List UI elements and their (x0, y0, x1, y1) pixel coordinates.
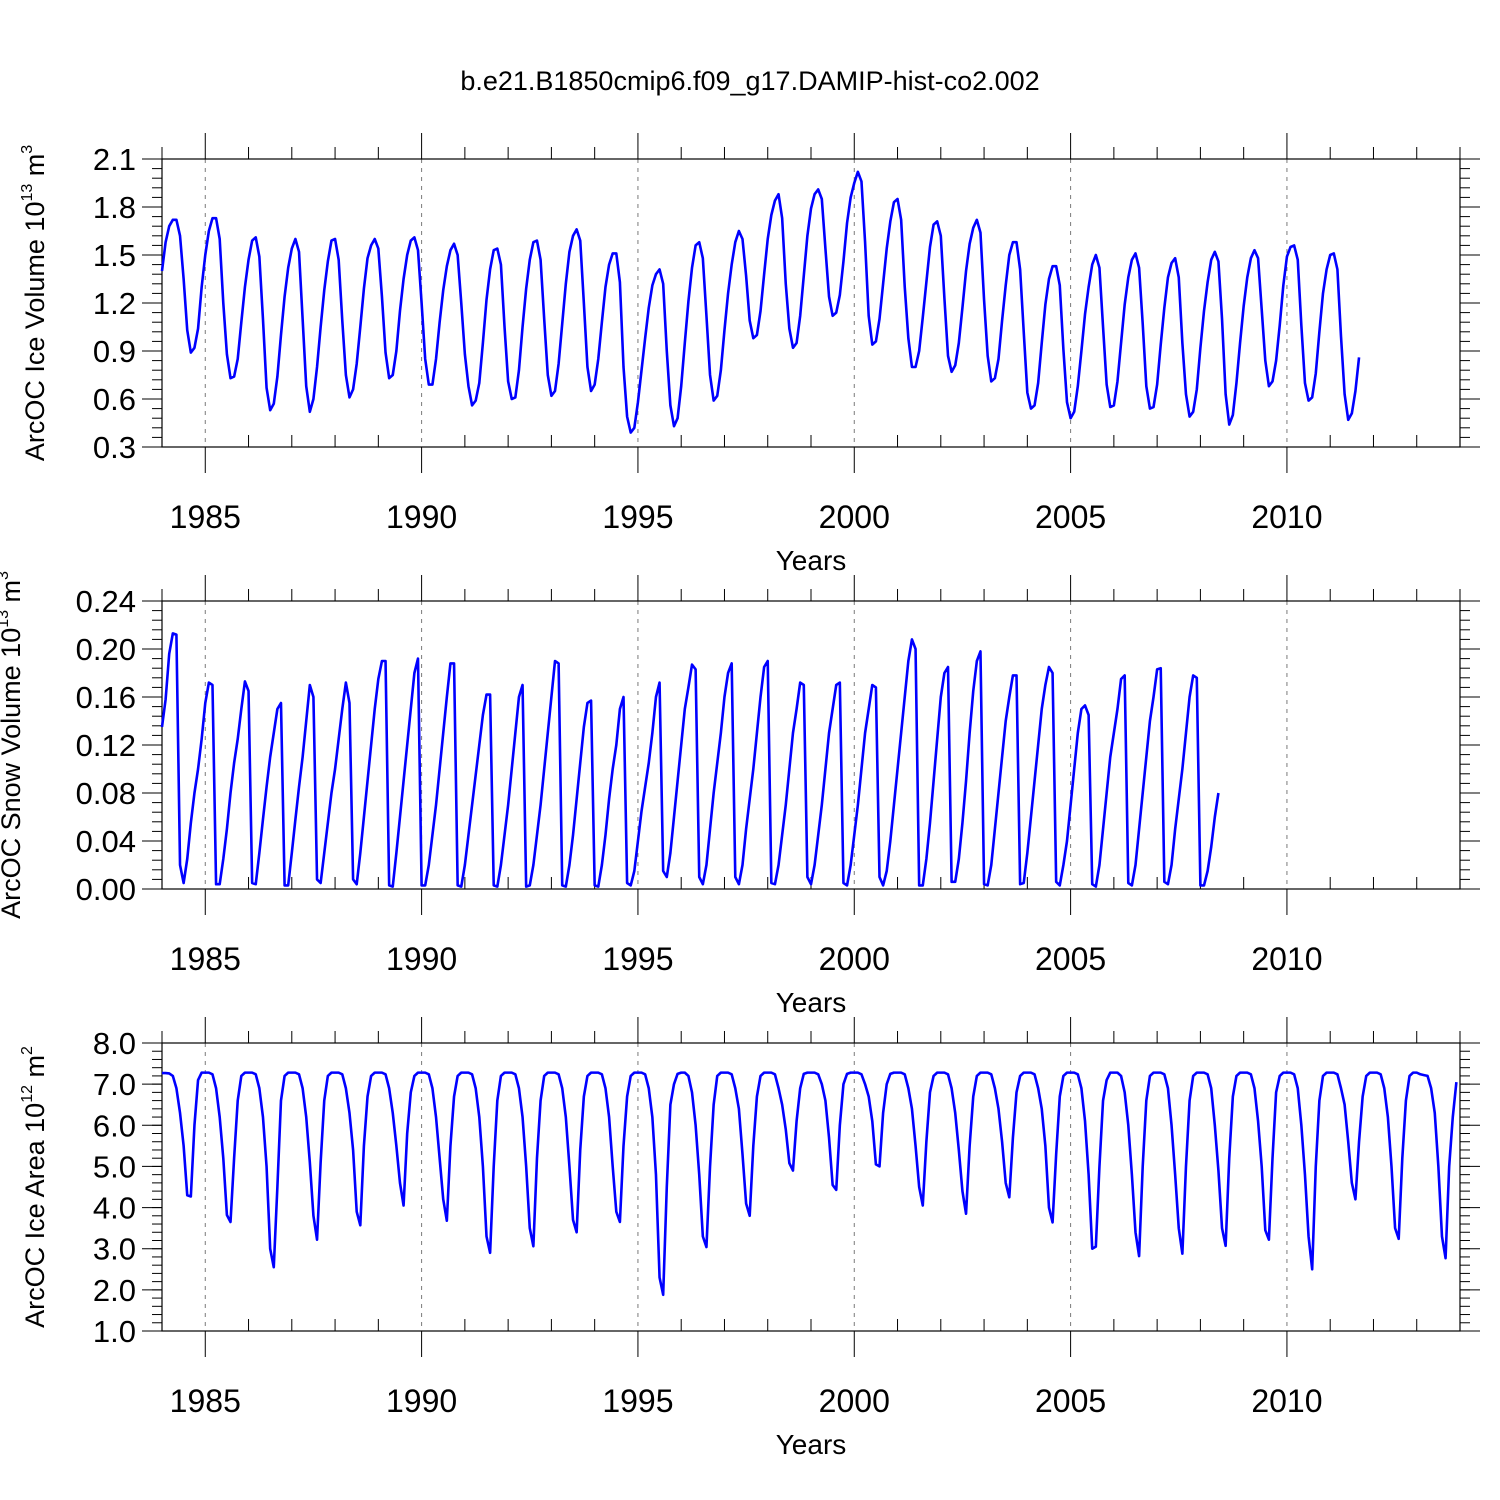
ice-area-series-line (162, 1071, 1458, 1297)
snow-volume-plot-frame (161, 600, 1461, 890)
ice-area-xtick-label: 2005 (1035, 1383, 1106, 1419)
ice-volume-xtick-label: 1985 (170, 499, 241, 535)
ice-volume-series-line (160, 170, 1361, 434)
ice-volume-ytick-label: 2.1 (93, 142, 136, 177)
ice-area-panel: ArcOC Ice Area 1012 m2 Years 1985 1990 199… (19, 1017, 1480, 1460)
snow-volume-xtick-label: 1990 (386, 941, 457, 977)
snow-volume-series-line (160, 632, 1220, 888)
ice-volume-xtick-label: 2005 (1035, 499, 1106, 535)
ice-volume-xtick-label: 2010 (1251, 499, 1322, 535)
snow-volume-xtick-label: 2000 (819, 941, 890, 977)
ice-area-xtick-label: 1990 (386, 1383, 457, 1419)
snow-volume-x-axis-label: Years (776, 987, 847, 1018)
ice-area-y-axis-label: ArcOC Ice Area 1012 m2 (19, 1046, 50, 1328)
snow-volume-ytick-label: 0.00 (76, 872, 136, 907)
ice-volume-plot-frame (161, 158, 1461, 448)
snow-volume-xtick-label: 1985 (170, 941, 241, 977)
ice-volume-ytick-label: 1.2 (93, 286, 136, 321)
snow-volume-ylabel-unit-exp: 3 (0, 571, 12, 580)
ice-area-ytick-label: 5.0 (93, 1149, 136, 1184)
ice-volume-y-axis-label: ArcOC Ice Volume 1013 m3 (19, 145, 50, 461)
ice-area-ylabel-exp: 12 (19, 1085, 36, 1103)
ice-area-xtick-label: 1995 (602, 1383, 673, 1419)
ice-volume-ytick-label: 0.6 (93, 382, 136, 417)
ice-area-xtick-label: 2000 (819, 1383, 890, 1419)
ice-volume-ylabel-unit: m (20, 154, 50, 184)
ice-volume-xtick-label: 1995 (602, 499, 673, 535)
ice-area-ytick-label: 4.0 (93, 1191, 136, 1226)
ice-area-ylabel-base: ArcOC Ice Area 10 (20, 1103, 50, 1328)
snow-volume-ylabel-base: ArcOC Snow Volume 10 (0, 628, 26, 919)
ice-volume-ytick-label: 1.8 (93, 190, 136, 225)
ice-area-ylabel-unit: m (20, 1055, 50, 1085)
snow-volume-xtick-label: 1995 (602, 941, 673, 977)
ice-area-x-axis-label: Years (776, 1429, 847, 1460)
ice-volume-ytick-label: 0.3 (93, 430, 136, 465)
figure-title: b.e21.B1850cmip6.f09_g17.DAMIP-hist-co2.… (460, 66, 1039, 96)
ice-volume-xtick-label: 2000 (819, 499, 890, 535)
ice-volume-ylabel-base: ArcOC Ice Volume 10 (20, 202, 50, 462)
snow-volume-ylabel-unit: m (0, 580, 26, 610)
ice-area-ytick-label: 6.0 (93, 1108, 136, 1143)
ice-volume-x-axis-label: Years (776, 545, 847, 576)
ice-area-ytick-label: 3.0 (93, 1232, 136, 1267)
ice-area-ytick-label: 7.0 (93, 1067, 136, 1102)
snow-volume-ytick-label: 0.12 (76, 728, 136, 763)
ice-area-ytick-label: 2.0 (93, 1273, 136, 1308)
snow-volume-ytick-label: 0.24 (76, 584, 136, 619)
snow-volume-xtick-label: 2010 (1251, 941, 1322, 977)
snow-volume-ylabel-exp: 13 (0, 610, 12, 628)
ice-volume-xtick-label: 1990 (386, 499, 457, 535)
snow-volume-ytick-label: 0.20 (76, 632, 136, 667)
snow-volume-ytick-label: 0.08 (76, 776, 136, 811)
ice-area-ytick-label: 8.0 (93, 1026, 136, 1061)
ice-area-xtick-label: 2010 (1251, 1383, 1322, 1419)
snow-volume-ytick-label: 0.16 (76, 680, 136, 715)
ice-area-xtick-label: 1985 (170, 1383, 241, 1419)
ice-area-ytick-label: 1.0 (93, 1314, 136, 1349)
snow-volume-ytick-label: 0.04 (76, 824, 136, 859)
ice-volume-ylabel-exp: 13 (19, 184, 36, 202)
snow-volume-y-axis-label: ArcOC Snow Volume 1013 m3 (0, 571, 26, 919)
snow-volume-panel: ArcOC Snow Volume 1013 m3 Years 1985 1990… (0, 571, 1480, 1018)
ice-area-plot-frame (161, 1042, 1461, 1332)
snow-volume-xtick-label: 2005 (1035, 941, 1106, 977)
ice-area-ylabel-unit-exp: 2 (19, 1046, 36, 1055)
ice-volume-ylabel-unit-exp: 3 (19, 145, 36, 154)
ice-volume-panel: ArcOC Ice Volume 1013 m3 Years 1985 1990 1… (19, 133, 1480, 576)
ice-volume-ytick-label: 1.5 (93, 238, 136, 273)
ice-volume-ytick-label: 0.9 (93, 334, 136, 369)
